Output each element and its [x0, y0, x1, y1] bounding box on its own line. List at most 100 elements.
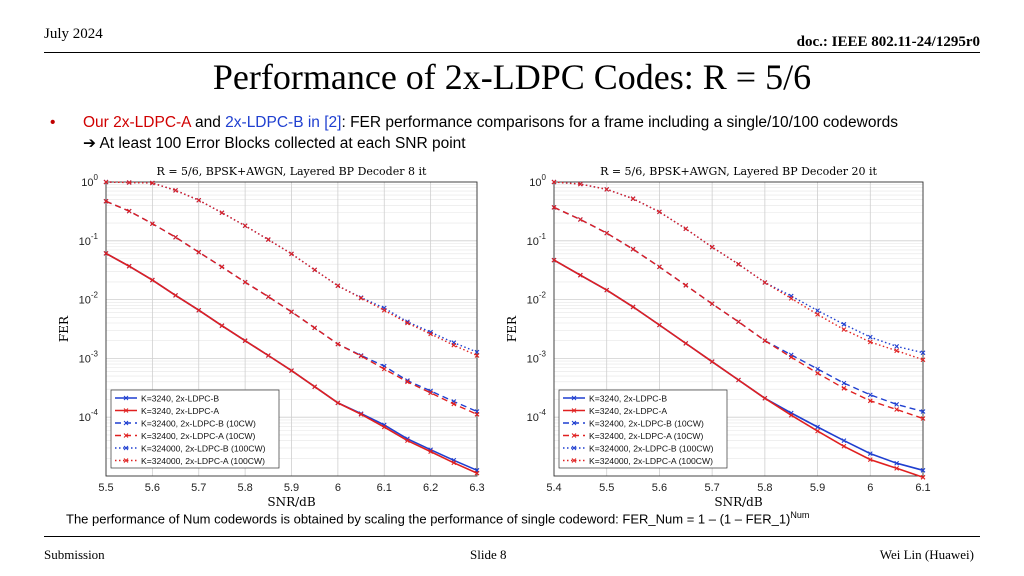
x-tick-label: 5.7 [704, 482, 719, 494]
scaling-note-text: The performance of Num codewords is obta… [66, 511, 791, 527]
data-point [709, 301, 715, 307]
data-point [920, 357, 926, 363]
data-point [381, 307, 387, 313]
data-point [149, 277, 155, 283]
data-point [815, 424, 820, 430]
x-tick-label: 5.6 [652, 482, 667, 494]
data-point [474, 411, 480, 417]
data-point [815, 308, 820, 313]
legend-marker [123, 420, 129, 426]
y-tick-exponent: -1 [539, 232, 547, 241]
data-point [815, 312, 820, 317]
data-point [451, 460, 457, 466]
data-point [841, 443, 847, 449]
y-tick-label: 100 [81, 173, 98, 189]
data-point [630, 196, 636, 202]
data-point [103, 179, 109, 185]
y-tick-label: 10-1 [527, 232, 547, 248]
x-tick-label: 6.3 [469, 482, 484, 494]
data-point [657, 322, 662, 328]
chart-title: R = 5/6, BPSK+AWGN, Layered BP Decoder 2… [600, 165, 877, 178]
data-point [657, 264, 662, 270]
data-point [788, 295, 794, 301]
legend-label: K=3240, 2x-LDPC-B [141, 394, 219, 404]
data-point [289, 251, 294, 257]
data-point [841, 321, 847, 327]
data-point [335, 283, 341, 289]
data-point [867, 334, 873, 340]
data-point [428, 390, 434, 396]
data-point [551, 205, 557, 210]
legend-label: K=3240, 2x-LDPC-A [589, 406, 667, 416]
data-point [103, 251, 109, 256]
data-point [265, 237, 271, 242]
legend-label: K=324000, 2x-LDPC-B (100CW) [141, 444, 266, 454]
data-point [381, 366, 387, 372]
data-point [196, 197, 202, 203]
footer-slide-number: Slide 8 [470, 547, 507, 562]
data-point [894, 402, 900, 407]
data-point [405, 379, 410, 385]
data-point [894, 460, 900, 466]
data-point [736, 377, 741, 383]
data-point [405, 320, 410, 326]
y-tick-exponent: 0 [94, 173, 99, 182]
x-tick-label: 5.8 [237, 482, 252, 494]
bullet-line-2: ➔ At least 100 Error Blocks collected at… [83, 135, 466, 152]
data-point [683, 226, 689, 232]
legend-marker [123, 408, 129, 413]
data-point [103, 198, 109, 204]
y-tick-exponent: -3 [539, 349, 547, 358]
data-point [867, 457, 873, 462]
data-point [196, 249, 202, 255]
legend-marker [123, 395, 129, 401]
data-point [815, 428, 820, 434]
legend-label: K=324000, 2x-LDPC-A (100CW) [141, 456, 265, 466]
data-point [894, 407, 900, 412]
x-axis-label: SNR/dB [714, 495, 762, 509]
data-point [335, 400, 341, 406]
bullet-and: and [190, 114, 226, 131]
data-point [920, 416, 926, 421]
x-axis-label: SNR/dB [267, 495, 315, 509]
data-point [219, 264, 225, 270]
data-point [173, 292, 178, 298]
data-point [149, 180, 155, 186]
y-tick-label: 10-2 [79, 291, 99, 307]
x-tick-label: 6.1 [377, 482, 392, 494]
y-tick-label: 10-2 [527, 291, 547, 307]
x-tick-label: 5.5 [599, 482, 614, 494]
y-tick-label: 10-4 [527, 408, 547, 424]
data-point [920, 409, 926, 414]
data-point [788, 354, 794, 360]
y-tick-label: 10-3 [79, 349, 99, 365]
data-point [815, 366, 820, 372]
legend-label: K=32400, 2x-LDPC-A (10CW) [141, 431, 256, 441]
y-tick-exponent: -4 [539, 408, 547, 417]
scaling-note-sup: Num [790, 510, 810, 520]
data-point [289, 309, 294, 315]
plot-frame [553, 181, 924, 477]
x-tick-label: 5.5 [98, 482, 113, 494]
data-point [312, 384, 318, 390]
data-point [312, 325, 318, 331]
y-axis-label: FER [57, 315, 71, 342]
y-axis-label: FER [505, 315, 519, 342]
header-doc-id: doc.: IEEE 802.11-24/1295r0 [796, 34, 980, 50]
data-point [920, 474, 926, 480]
header-divider [44, 52, 980, 53]
data-point [736, 319, 741, 325]
slide-title: Performance of 2x-LDPC Codes: R = 5/6 [212, 57, 812, 97]
legend-marker [571, 420, 577, 426]
data-point [173, 234, 178, 240]
data-point [551, 179, 557, 185]
data-point [657, 209, 662, 215]
data-point [126, 208, 132, 214]
data-point [551, 257, 557, 263]
x-tick-label: 6.1 [915, 482, 930, 494]
bullet-line-1: Our 2x-LDPC-A and 2x-LDPC-B in [2]: FER … [83, 114, 898, 132]
data-point [920, 467, 926, 473]
data-point [867, 451, 873, 457]
data-point [312, 267, 318, 273]
data-point [451, 342, 457, 348]
